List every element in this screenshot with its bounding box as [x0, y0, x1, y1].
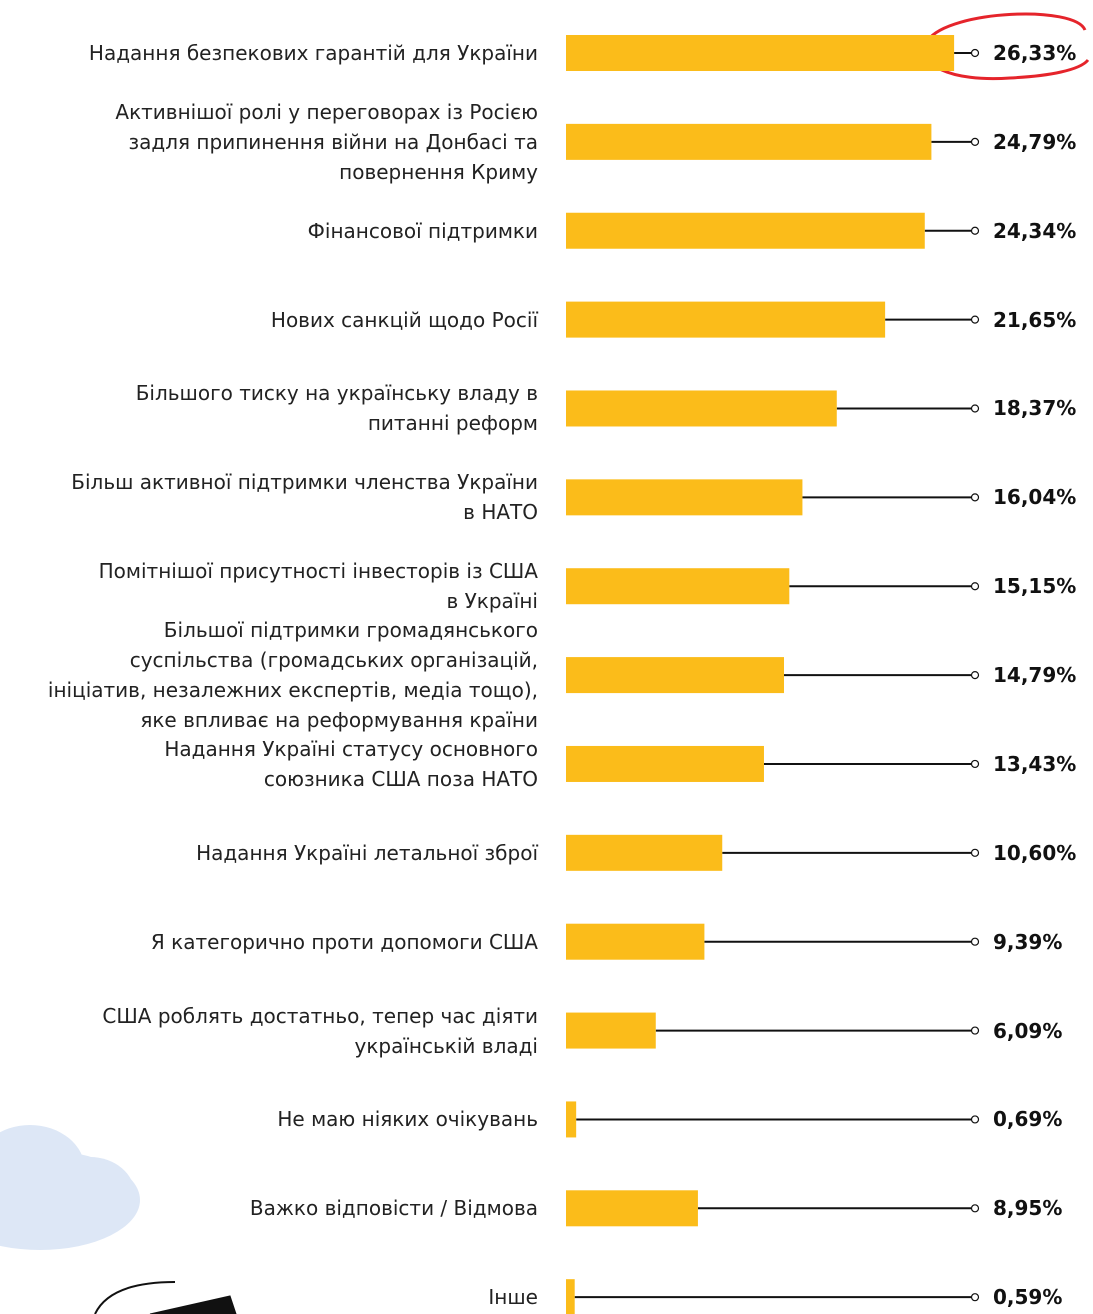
leader-dot	[970, 582, 980, 591]
category-label: Я категорично проти допомоги США	[150, 929, 538, 954]
bar	[566, 834, 723, 871]
leader-dot	[970, 493, 980, 502]
bar	[566, 1101, 577, 1138]
category-label: Більш активної підтримки членства Україн…	[71, 470, 538, 525]
leader-dot	[970, 1204, 980, 1213]
leader-dot	[970, 848, 980, 857]
category-label: Більшого тиску на українську владу в пит…	[135, 381, 538, 436]
value-label: 15,15%	[993, 574, 1077, 599]
value-label: 16,04%	[993, 485, 1077, 510]
value-label: 14,79%	[993, 663, 1077, 688]
bar	[566, 390, 837, 427]
leader-dot	[970, 1026, 980, 1035]
leader-dot	[970, 937, 980, 946]
leader-dot	[970, 48, 980, 58]
category-label: Надання Україні летальної зброї	[196, 840, 538, 865]
bar	[566, 35, 955, 71]
bar	[566, 1190, 698, 1227]
leader-dot	[970, 670, 980, 680]
cloud-decoration	[0, 1125, 140, 1250]
category-label: Помітнішої присутності інвесторів із США…	[98, 559, 538, 614]
category-label: Не маю ніяких очікувань	[277, 1107, 538, 1132]
value-label: 6,09%	[993, 1018, 1063, 1043]
leader-dot	[970, 226, 980, 235]
value-label: 10,60%	[993, 840, 1077, 865]
value-label: 13,43%	[993, 751, 1077, 776]
leader-dot	[970, 1293, 980, 1302]
bar	[566, 301, 886, 338]
bar	[566, 212, 925, 249]
leader-dot	[970, 404, 980, 413]
bar	[566, 1279, 575, 1314]
bar	[566, 657, 785, 694]
category-label: Нових санкцій щодо Росії	[270, 307, 538, 332]
bar	[566, 568, 790, 605]
bar	[566, 123, 932, 160]
value-label: 0,59%	[993, 1285, 1063, 1310]
leader-dot	[970, 137, 980, 146]
category-label: Надання Україні статусу основного союзни…	[164, 736, 538, 791]
leader-dot	[970, 759, 980, 769]
category-label: Надання безпекових гарантій для України	[88, 41, 538, 65]
category-label: Активнішої ролі у переговорах із Росією …	[115, 99, 538, 184]
category-label: Важко відповісти / Відмова	[249, 1196, 538, 1221]
value-label: 8,95%	[993, 1196, 1063, 1221]
value-label: 0,69%	[993, 1107, 1063, 1132]
category-label: США роблять достатньо, тепер час діяти у…	[102, 1003, 538, 1058]
category-label: Фінансової підтримки	[307, 218, 538, 243]
category-label: Більшої підтримки громадянського суспіль…	[47, 618, 538, 733]
bar	[566, 1012, 656, 1049]
category-label: Інше	[488, 1285, 538, 1310]
value-label: 18,37%	[993, 396, 1077, 421]
bar	[566, 923, 705, 960]
value-label: 24,79%	[993, 129, 1077, 154]
leader-dot	[970, 1115, 980, 1124]
value-label: 24,34%	[993, 218, 1077, 243]
value-label: 26,33%	[993, 41, 1077, 65]
value-label: 9,39%	[993, 929, 1063, 954]
stars-decoration	[94, 1281, 237, 1314]
leader-dot	[970, 315, 980, 324]
bar	[566, 479, 803, 516]
bar	[566, 745, 764, 782]
value-label: 21,65%	[993, 307, 1077, 332]
